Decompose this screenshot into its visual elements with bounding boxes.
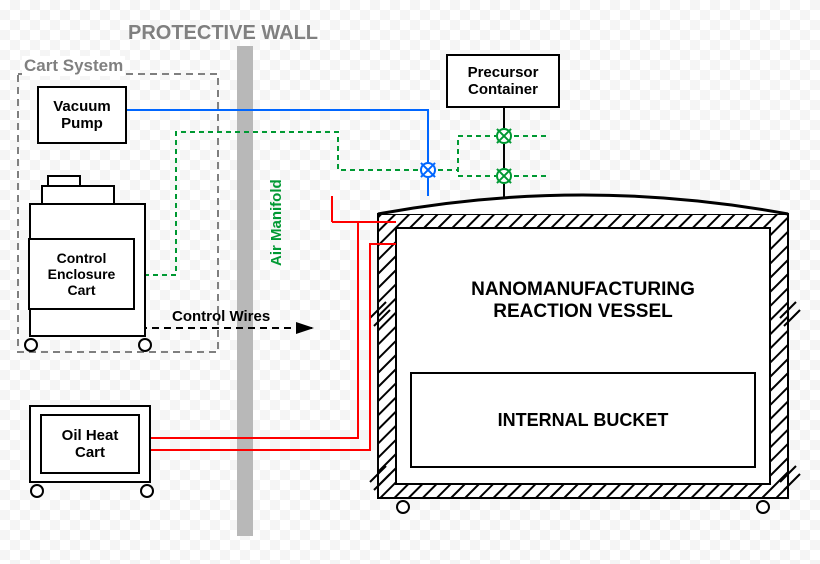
air-manifold-label: Air Manifold	[268, 179, 285, 266]
reaction-vessel-title: NANOMANUFACTURING REACTION VESSEL	[410, 244, 756, 358]
protective-wall-label: PROTECTIVE WALL	[128, 22, 318, 45]
valve-precursor-2	[496, 168, 512, 184]
wheel-icon	[24, 338, 38, 352]
wheel-icon	[756, 500, 770, 514]
internal-bucket-node: INTERNAL BUCKET	[410, 372, 756, 468]
wheel-icon	[138, 338, 152, 352]
internal-bucket-text: INTERNAL BUCKET	[498, 410, 669, 431]
vacuum-pump-text: Vacuum Pump	[53, 98, 111, 133]
valve-blue	[420, 162, 436, 178]
reaction-vessel-text: NANOMANUFACTURING REACTION VESSEL	[471, 279, 695, 323]
precursor-text: Precursor Container	[468, 64, 539, 99]
valve-precursor-1	[496, 128, 512, 144]
vacuum-pump-node: Vacuum Pump	[37, 86, 127, 144]
oil-heat-node: Oil Heat Cart	[40, 414, 140, 474]
cart-system-label: Cart System	[22, 56, 125, 76]
control-enclosure-text: Control Enclosure Cart	[48, 250, 116, 298]
vacuum-line	[127, 110, 428, 162]
oil-heat-text: Oil Heat Cart	[62, 427, 119, 462]
wheel-icon	[396, 500, 410, 514]
control-wires-label: Control Wires	[172, 308, 270, 325]
control-enclosure-node: Control Enclosure Cart	[28, 238, 135, 310]
protective-wall	[237, 46, 253, 536]
wheel-icon	[140, 484, 154, 498]
wheel-icon	[30, 484, 44, 498]
precursor-node: Precursor Container	[446, 54, 560, 108]
